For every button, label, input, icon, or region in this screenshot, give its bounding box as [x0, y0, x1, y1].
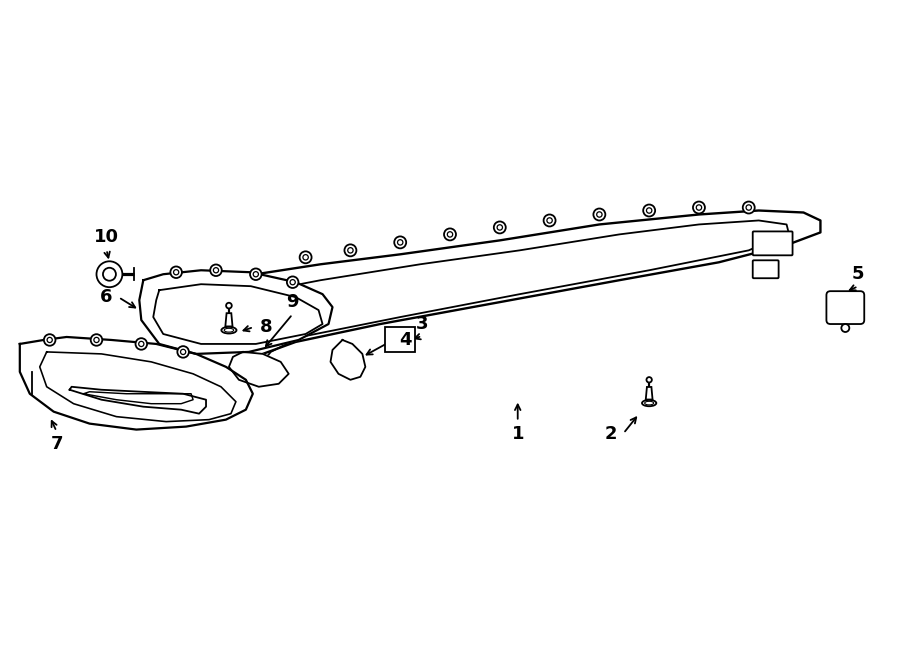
Circle shape [96, 261, 122, 287]
Circle shape [742, 201, 755, 214]
Text: 9: 9 [286, 293, 299, 311]
Circle shape [345, 244, 356, 256]
Text: 3: 3 [416, 315, 428, 333]
Polygon shape [225, 313, 232, 326]
Polygon shape [330, 340, 365, 380]
Text: 7: 7 [50, 434, 63, 453]
Circle shape [226, 303, 232, 308]
Circle shape [177, 346, 189, 357]
Polygon shape [229, 352, 289, 387]
FancyBboxPatch shape [752, 260, 778, 278]
FancyBboxPatch shape [826, 291, 864, 324]
Text: 10: 10 [94, 228, 119, 246]
Circle shape [494, 222, 506, 234]
Circle shape [593, 209, 606, 220]
Ellipse shape [221, 327, 237, 334]
Circle shape [136, 338, 147, 350]
Text: 5: 5 [852, 265, 865, 283]
Polygon shape [20, 337, 253, 430]
Text: 1: 1 [511, 424, 524, 443]
Circle shape [444, 228, 456, 240]
Polygon shape [646, 387, 652, 399]
Circle shape [250, 269, 262, 280]
Circle shape [103, 267, 116, 281]
Circle shape [211, 265, 221, 276]
Polygon shape [140, 270, 332, 354]
Text: 4: 4 [399, 331, 411, 349]
Circle shape [394, 236, 406, 248]
Circle shape [693, 201, 705, 214]
Circle shape [170, 267, 182, 278]
FancyBboxPatch shape [385, 327, 415, 352]
FancyBboxPatch shape [752, 232, 793, 256]
Circle shape [300, 252, 311, 263]
Circle shape [287, 277, 299, 288]
Polygon shape [69, 387, 206, 414]
Circle shape [644, 205, 655, 216]
Circle shape [544, 214, 555, 226]
Circle shape [646, 377, 652, 383]
Text: 2: 2 [605, 424, 617, 443]
Circle shape [842, 324, 850, 332]
Circle shape [91, 334, 103, 346]
Text: 8: 8 [259, 318, 272, 336]
Text: 6: 6 [100, 288, 112, 306]
Ellipse shape [642, 400, 656, 406]
Polygon shape [241, 211, 821, 362]
Circle shape [44, 334, 56, 346]
